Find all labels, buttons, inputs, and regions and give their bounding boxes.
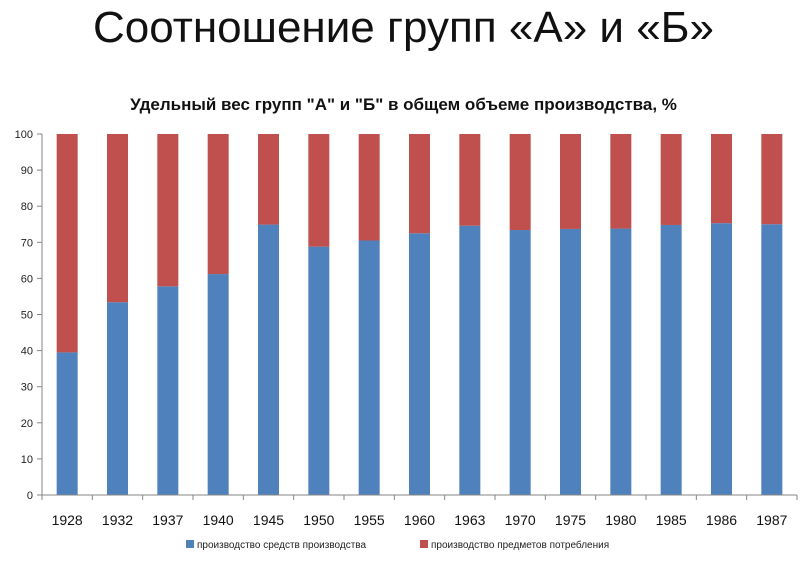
bar-segment-series-2-1960 <box>409 134 430 234</box>
y-tick-label: 90 <box>21 165 33 177</box>
legend: производство средств производства произво… <box>186 539 609 551</box>
bar-segment-series-2-1985 <box>660 134 682 225</box>
x-tick-label: 1986 <box>706 512 737 528</box>
y-tick-label: 60 <box>21 273 33 285</box>
bar-segment-series-1-1940 <box>207 274 229 495</box>
bar-segment-series-1-1975 <box>560 228 581 495</box>
bar-segment-series-2-1987 <box>761 134 783 225</box>
bar-segment-series-1-1937 <box>157 286 179 495</box>
bar-segment-series-1-1970 <box>509 230 531 495</box>
y-tick-label: 0 <box>27 490 33 502</box>
y-tick-label: 70 <box>21 237 33 249</box>
bar-segment-series-1-1932 <box>107 302 128 495</box>
y-tick-label: 80 <box>21 201 33 213</box>
x-tick-label: 1980 <box>605 512 636 528</box>
bar-segment-series-2-1975 <box>560 134 581 229</box>
bar-segment-series-2-1963 <box>459 134 481 226</box>
bar-segment-series-1-1986 <box>711 223 732 496</box>
x-tick-label: 1960 <box>404 512 435 528</box>
bar-segment-series-2-1986 <box>711 134 732 224</box>
x-tick-label: 1987 <box>756 512 787 528</box>
bar-segment-series-2-1950 <box>308 134 330 247</box>
x-tick-label: 1937 <box>152 512 183 528</box>
y-tick-label: 10 <box>21 454 33 466</box>
bar-segment-series-1-1945 <box>258 224 279 496</box>
bar-segment-series-2-1980 <box>610 134 632 229</box>
bar-segment-series-1-1985 <box>660 224 682 495</box>
legend-label-series-2: производство предметов потребления <box>431 539 609 551</box>
bar-segment-series-1-1987 <box>761 224 783 495</box>
bar-segment-series-2-1937 <box>157 134 179 287</box>
chart-title: Удельный вес групп "А" и "Б" в общем объ… <box>130 95 677 114</box>
legend-swatch-series-1 <box>186 540 194 548</box>
y-axis-ticks: 0 10 20 30 40 50 60 70 80 90 100 <box>15 129 42 502</box>
bar-segment-series-1-1950 <box>308 246 330 495</box>
bar-segment-series-2-1955 <box>358 134 380 241</box>
bar-segment-series-2-1932 <box>107 134 128 303</box>
bar-segment-series-1-1963 <box>459 225 481 495</box>
y-tick-label: 50 <box>21 310 33 322</box>
x-axis-labels: 1928 1932 1937 1940 1945 1950 1955 1960 1963 1970… <box>52 512 788 528</box>
x-tick-label: 1975 <box>555 512 586 528</box>
bar-segment-series-1-1955 <box>358 240 380 495</box>
x-tick-label: 1932 <box>102 512 133 528</box>
slide-title: Соотношение групп «А» и «Б» <box>92 3 715 52</box>
y-tick-label: 40 <box>21 346 33 358</box>
x-tick-label: 1945 <box>253 512 284 528</box>
x-tick-label: 1963 <box>454 512 485 528</box>
legend-label-series-1: производство средств производства <box>197 540 366 551</box>
axes-group <box>41 134 798 500</box>
x-tick-label: 1985 <box>656 512 687 528</box>
bar-segment-series-2-1945 <box>258 134 279 225</box>
y-tick-label: 30 <box>21 382 33 394</box>
bar-segment-series-1-1980 <box>610 228 632 495</box>
bar-segment-series-2-1940 <box>207 134 229 275</box>
bar-segment-series-2-1928 <box>56 134 78 353</box>
bar-segment-series-1-1960 <box>409 233 430 495</box>
x-tick-label: 1940 <box>203 512 234 528</box>
bar-segment-series-2-1970 <box>509 134 531 231</box>
x-tick-label: 1950 <box>303 512 334 528</box>
legend-swatch-series-2 <box>420 540 428 548</box>
bar-segment-series-1-1928 <box>56 352 78 495</box>
x-tick-label: 1928 <box>52 512 83 528</box>
x-tick-label: 1955 <box>354 512 385 528</box>
bars-group <box>56 134 783 496</box>
y-tick-label: 100 <box>15 129 33 141</box>
x-tick-label: 1970 <box>505 512 536 528</box>
y-tick-label: 20 <box>21 418 33 430</box>
